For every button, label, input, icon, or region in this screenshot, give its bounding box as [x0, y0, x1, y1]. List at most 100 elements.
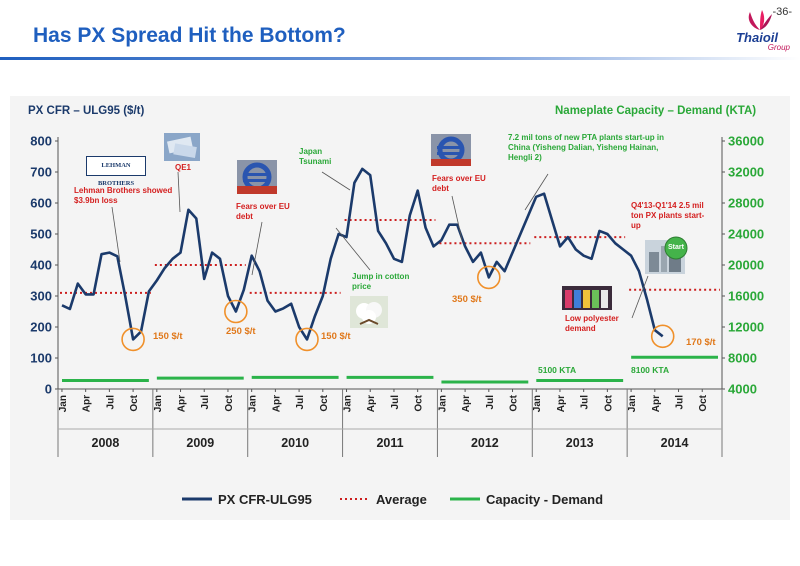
month-tick-label: Apr	[271, 395, 282, 412]
right-tick-label: 12000	[728, 320, 764, 335]
page-number: -36-	[772, 6, 792, 18]
annotation-eu-debt-2012: Fears over EU debt	[432, 174, 486, 193]
right-tick-label: 16000	[728, 289, 764, 304]
month-tick-label: Jan	[627, 395, 638, 412]
month-tick-label: Jan	[248, 395, 259, 412]
left-tick-label: 600	[30, 196, 52, 211]
year-label: 2014	[661, 436, 689, 450]
px-series-line	[61, 167, 664, 341]
trough-marker	[295, 327, 319, 352]
annotation-px-plants: Q4'13-Q1'14 2.5 mil ton PX plants start-…	[631, 201, 705, 230]
legend-label-px: PX CFR-ULG95	[218, 492, 312, 507]
month-tick-label: Jul	[200, 395, 211, 410]
slide-title: Has PX Spread Hit the Bottom?	[33, 24, 346, 47]
thaioil-logo-icon	[748, 10, 772, 30]
annotation-cap-5100: 5100 KTA	[538, 365, 577, 375]
year-label: 2010	[281, 436, 309, 450]
month-tick-label: Jan	[343, 395, 354, 412]
trough-marker	[477, 265, 501, 290]
month-tick-label: Jul	[390, 395, 401, 410]
annotation-qe1: QE1	[175, 163, 192, 172]
annotation-pointer	[335, 227, 371, 271]
annotation-pointer	[451, 195, 463, 241]
annotation-spread-2009: 250 $/t	[226, 326, 256, 337]
right-tick-label: 8000	[728, 351, 757, 366]
left-tick-label: 400	[30, 258, 52, 273]
left-tick-label: 200	[30, 320, 52, 335]
left-axis-title: PX CFR – ULG95 ($/t)	[28, 105, 145, 117]
annotation-spread-2012: 350 $/t	[452, 294, 482, 305]
annotation-pta: 7.2 mil tons of new PTA plants start-up …	[508, 133, 665, 162]
month-tick-label: Jan	[58, 395, 69, 412]
month-tick-label: Oct	[698, 394, 709, 411]
left-tick-label: 500	[30, 227, 52, 242]
euro-image-2012-icon	[431, 134, 471, 166]
right-tick-label: 4000	[728, 382, 757, 397]
legend-label-capacity: Capacity - Demand	[486, 492, 603, 507]
annotation-pointer	[631, 275, 649, 319]
right-axis-title: Nameplate Capacity – Demand (KTA)	[555, 105, 757, 117]
annotation-pointer	[524, 173, 549, 211]
month-tick-label: Jul	[105, 395, 116, 410]
month-tick-label: Jul	[580, 395, 591, 410]
lehman-logo-image: LEHMAN BROTHERS	[86, 156, 146, 187]
right-tick-label: 32000	[728, 165, 764, 180]
month-tick-label: Apr	[651, 395, 662, 412]
month-tick-label: Apr	[366, 395, 377, 412]
month-tick-label: Oct	[603, 394, 614, 411]
left-tick-label: 700	[30, 165, 52, 180]
month-tick-label: Apr	[82, 395, 93, 412]
left-tick-label: 300	[30, 289, 52, 304]
month-tick-label: Oct	[319, 394, 330, 411]
month-tick-label: Jul	[485, 395, 496, 410]
month-tick-label: Jan	[153, 395, 164, 412]
month-tick-label: Oct	[129, 394, 140, 411]
annotation-eu-debt-2010: Fears over EU debt	[236, 202, 290, 221]
year-label: 2013	[566, 436, 594, 450]
euro-image-icon	[237, 160, 277, 194]
annotation-pointer	[321, 171, 351, 191]
money-image-icon	[164, 133, 200, 161]
month-tick-label: Jul	[295, 395, 306, 410]
trough-marker	[121, 327, 145, 352]
annotation-spread-2008: 150 $/t	[153, 331, 183, 342]
month-tick-label: Apr	[177, 395, 188, 412]
month-tick-label: Oct	[414, 394, 425, 411]
right-tick-label: 20000	[728, 258, 764, 273]
month-tick-label: Apr	[556, 395, 567, 412]
annotation-pointer	[251, 221, 263, 276]
right-tick-label: 24000	[728, 227, 764, 242]
start-badge-label: Start	[668, 244, 684, 251]
start-badge-icon	[664, 236, 688, 260]
month-tick-label: Jan	[532, 395, 543, 412]
left-tick-label: 0	[45, 382, 52, 397]
left-tick-label: 100	[30, 351, 52, 366]
year-label: 2011	[376, 436, 403, 450]
annotation-lehman: Lehman Brothers showed $3.9bn loss	[74, 186, 173, 205]
annotation-cotton: Jump in cotton price	[352, 272, 410, 291]
month-tick-label: Oct	[224, 394, 235, 411]
trough-marker	[224, 299, 248, 324]
title-underline	[0, 57, 800, 60]
month-tick-label: Oct	[509, 394, 520, 411]
annotation-cap-8100: 8100 KTA	[631, 365, 670, 375]
right-tick-label: 28000	[728, 196, 764, 211]
annotation-spread-2014: 170 $/t	[686, 337, 716, 348]
year-label: 2009	[186, 436, 214, 450]
cotton-image-icon	[350, 296, 388, 328]
year-label: 2008	[92, 436, 120, 450]
lehman-logo-text: LEHMAN BROTHERS	[97, 162, 135, 187]
annotation-spread-2010: 150 $/t	[321, 331, 351, 342]
legend-label-average: Average	[376, 492, 427, 507]
left-tick-label: 800	[30, 134, 52, 149]
logo-name: Thaioil	[736, 30, 778, 45]
month-tick-label: Jan	[437, 395, 448, 412]
month-tick-label: Jul	[675, 395, 686, 410]
polyester-image-icon	[562, 286, 612, 310]
logo-group: Group	[767, 43, 790, 52]
trough-marker	[650, 324, 675, 349]
annotation-pointer	[111, 206, 121, 263]
year-label: 2012	[471, 436, 499, 450]
annotation-tsunami: Japan Tsunami	[299, 147, 332, 166]
